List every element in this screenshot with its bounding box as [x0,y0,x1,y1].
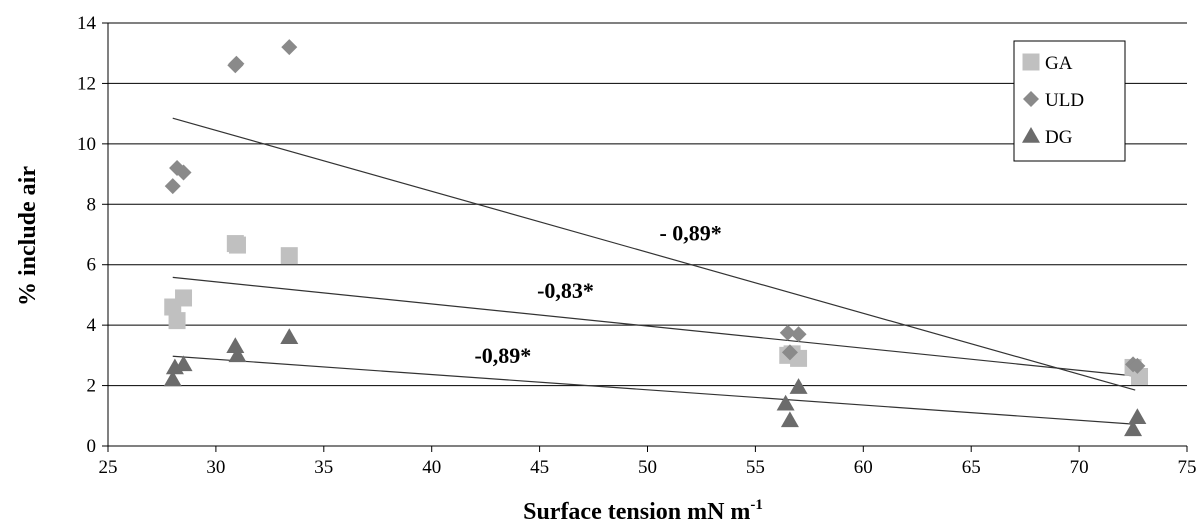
y-axis-title: % include air [15,166,41,306]
y-tick-label: 4 [87,315,97,336]
y-tick-label: 8 [87,194,97,215]
data-point-uld [281,39,298,56]
trend-line-ga [172,276,1140,378]
data-point-uld [175,164,192,181]
y-tick-label: 2 [87,376,97,397]
data-point-ga [175,289,193,307]
legend-label-uld: ULD [1045,90,1084,111]
data-point-uld [779,324,796,341]
legend: GA ULD DG [1013,40,1126,162]
data-point-dg [1128,408,1147,425]
legend-marker-dg [1022,127,1040,143]
correlation-label: -0,89* [474,343,531,368]
x-tick-label: 40 [422,457,441,478]
y-tick-label: 10 [77,134,96,155]
trend-line-dg [172,355,1136,425]
data-point-dg [163,370,182,387]
correlation-annotations: - 0,89* -0,83* -0,89* [474,221,721,368]
x-tick-label: 55 [746,457,765,478]
data-point-dg [1124,420,1143,437]
legend-marker-uld [1023,91,1039,107]
x-tick-label: 50 [638,457,657,478]
gridlines [108,22,1187,387]
x-tick-label: 30 [206,457,225,478]
data-point-uld [1129,357,1146,374]
data-point-ga [1131,368,1149,386]
legend-label-ga: GA [1045,53,1073,74]
data-point-uld [781,344,798,361]
x-tick-label: 75 [1178,457,1197,478]
data-point-dg [280,328,299,344]
trend-line-uld [172,117,1136,391]
legend-marker-ga [1022,53,1040,71]
axes: 0 2 4 6 8 10 12 14 25 30 35 40 45 50 55 60 65 70 75 [77,13,1197,478]
data-point-dg [789,378,808,394]
data-point-dg [226,337,245,354]
data-point-dg [228,346,247,363]
data-point-ga [228,236,246,254]
x-tick-label: 65 [962,457,981,478]
x-tick-label: 60 [854,457,873,478]
data-point-ga [280,247,298,265]
legend-label-dg: DG [1045,127,1073,148]
x-tick-label: 70 [1070,457,1089,478]
x-tick-label: 25 [99,457,118,478]
y-tick-label: 0 [87,436,97,457]
data-point-dg [174,355,193,372]
y-tick-label: 14 [77,13,97,34]
x-axis-title: Surface tension mN m-1 [523,497,763,525]
x-tick-label: 35 [314,457,333,478]
trend-lines [172,117,1140,425]
data-points [163,39,1149,437]
data-point-uld [164,178,181,195]
correlation-label: -0,83* [537,278,594,303]
data-point-uld [790,326,807,343]
y-tick-label: 6 [87,255,97,276]
correlation-label: - 0,89* [659,221,721,246]
y-tick-label: 12 [77,73,96,94]
data-point-ga [168,312,186,330]
data-point-uld [228,55,245,72]
x-tick-label: 45 [530,457,549,478]
data-point-dg [780,411,799,428]
data-point-dg [776,394,795,411]
x-axis-title-superscript: -1 [750,497,763,513]
